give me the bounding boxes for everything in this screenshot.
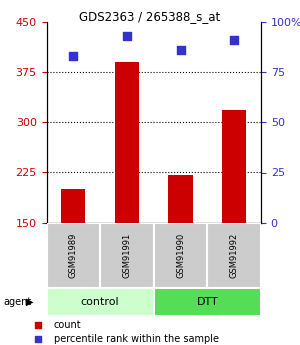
Point xyxy=(232,38,237,43)
Bar xyxy=(154,223,207,288)
Point xyxy=(124,34,129,39)
Bar xyxy=(222,110,246,223)
Point xyxy=(232,158,236,164)
Text: GDS2363 / 265388_s_at: GDS2363 / 265388_s_at xyxy=(80,10,220,23)
Point xyxy=(71,54,76,59)
Text: DTT: DTT xyxy=(196,297,218,307)
Point xyxy=(232,285,236,291)
Bar xyxy=(46,223,100,288)
Text: agent: agent xyxy=(3,297,31,307)
Text: GSM91989: GSM91989 xyxy=(69,233,78,278)
Bar xyxy=(169,175,193,223)
Text: percentile rank within the sample: percentile rank within the sample xyxy=(54,334,219,344)
Text: GSM91990: GSM91990 xyxy=(176,233,185,278)
Text: control: control xyxy=(81,297,119,307)
Bar xyxy=(61,189,86,223)
Bar xyxy=(207,223,261,288)
Text: count: count xyxy=(54,320,81,329)
Text: GSM91991: GSM91991 xyxy=(122,233,131,278)
Text: ▶: ▶ xyxy=(26,297,33,307)
Bar xyxy=(46,288,154,316)
Bar xyxy=(154,288,261,316)
Point xyxy=(178,48,183,53)
Text: GSM91992: GSM91992 xyxy=(230,233,239,278)
Bar xyxy=(100,223,154,288)
Bar xyxy=(115,62,139,223)
